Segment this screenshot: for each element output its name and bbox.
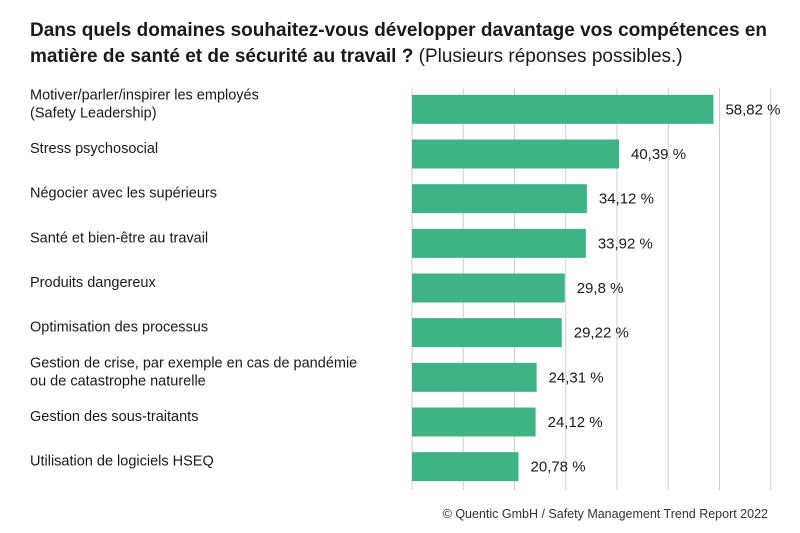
bar [412, 318, 562, 348]
value-label: 40,39 % [631, 146, 686, 163]
bar [412, 273, 565, 303]
value-label: 29,22 % [574, 325, 629, 342]
bar [412, 407, 536, 437]
value-label: 33,92 % [598, 235, 653, 252]
category-label: Stress psychosocial [30, 141, 158, 157]
category-label: Motiver/parler/inspirer les employés (Saf… [30, 87, 259, 121]
value-label: 58,82 % [725, 101, 780, 118]
bar [412, 228, 586, 258]
bar [412, 452, 519, 482]
value-label: 24,31 % [549, 369, 604, 386]
value-label: 24,12 % [548, 414, 603, 431]
bar [412, 184, 587, 214]
value-label: 20,78 % [530, 459, 585, 476]
category-label: Utilisation de logiciels HSEQ [30, 454, 214, 470]
chart-title-note: (Plusieurs réponses possibles.) [418, 46, 683, 67]
bar [412, 362, 537, 392]
category-label: Produits dangereux [30, 275, 156, 291]
category-label: Gestion de crise, par exemple en cas de … [30, 355, 357, 389]
category-labels: Motiver/parler/inspirer les employés (Saf… [30, 87, 357, 469]
chart-title-main: Dans quels domaines souhaitez-vous dével… [30, 20, 768, 67]
value-label: 34,12 % [599, 191, 654, 208]
category-label: Santé et bien-être au travail [30, 230, 208, 246]
bars [412, 94, 714, 482]
value-labels: 58,82 % 40,39 % 34,12 % 33,92 % 29,8 % 29,22 … [530, 101, 780, 475]
bar [412, 94, 714, 124]
category-label: Négocier avec les supérieurs [30, 186, 217, 202]
chart-title: Dans quels domaines souhaitez-vous dével… [30, 18, 780, 70]
source-credit: © Quentic GmbH / Safety Management Trend… [442, 507, 768, 521]
category-label: Gestion des sous-traitants [30, 409, 198, 425]
bar [412, 139, 619, 169]
value-label: 29,8 % [577, 280, 624, 297]
category-label: Optimisation des processus [30, 320, 208, 336]
